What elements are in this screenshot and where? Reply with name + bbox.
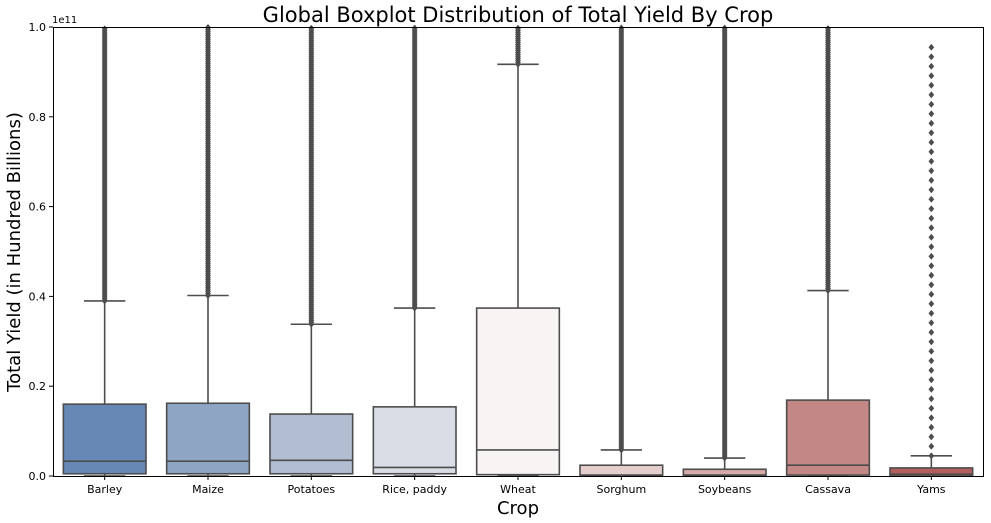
box-3 [269,413,354,475]
outlier-point [928,309,935,317]
outlier-point [928,167,935,175]
outlier-point [928,53,935,61]
outlier-point [928,186,935,194]
outlier-point [928,319,935,327]
x-axis-label: Crop [497,498,539,519]
box-5 [475,307,561,476]
x-tick-label: Barley [87,483,123,496]
x-tick-label: Rice, paddy [382,483,447,496]
outlier-point [928,423,935,431]
outlier-point [928,395,935,403]
chart-title: Global Boxplot Distribution of Total Yie… [263,3,774,27]
outlier-point [928,91,935,99]
outlier-point [928,271,935,279]
outlier-point [928,404,935,412]
y-tick-label: 0.8 [29,111,47,124]
outlier-point [928,100,935,108]
x-tick-label: Maize [192,483,224,496]
x-tick-label: Soybeans [698,483,752,496]
outlier-point [928,290,935,298]
outlier-point [928,262,935,270]
outlier-point [928,205,935,213]
outlier-point [928,157,935,165]
outlier-point [928,62,935,70]
outlier-point [928,433,935,441]
outlier-point [928,195,935,203]
x-tick-label: Sorghum [596,483,646,496]
box-4 [372,406,457,475]
outlier-point [928,243,935,251]
plot-frame [53,27,984,477]
outlier-point [928,233,935,241]
outlier-point [928,414,935,422]
outlier-point [928,72,935,80]
outlier-point [928,281,935,289]
x-tick-label: Wheat [500,483,536,496]
outlier-point [928,148,935,156]
outlier-point [928,328,935,336]
box-8 [785,399,871,476]
y-tick-label: 0.6 [29,201,47,214]
x-tick-label: Yams [916,483,946,496]
outlier-point [928,224,935,232]
y-tick-label: 1.0 [29,21,47,34]
outlier-point [928,376,935,384]
outlier-point [928,43,935,51]
outlier-point [928,357,935,365]
outlier-point [928,338,935,346]
outlier-point [928,81,935,89]
outlier-point [928,214,935,222]
y-tick-label: 0.4 [29,290,47,303]
outlier-point [928,110,935,118]
outlier-point [721,24,728,32]
outlier-point [928,119,935,127]
outlier-point [928,366,935,374]
outlier-point [928,252,935,260]
box-2 [165,402,251,475]
x-tick-label: Cassava [805,483,851,496]
y-tick-label: 0.0 [29,470,47,483]
y-tick-label: 0.2 [29,380,47,393]
outlier-point [928,442,935,450]
outlier-point [928,347,935,355]
outlier-point [928,300,935,308]
outlier-point [928,176,935,184]
y-axis-label: Total Yield (in Hundred Billions) [4,112,25,393]
plot-area: 0.0 0.2 0.4 0.6 0.8 1.0 Barley Maize Potatoes Ric… [29,21,974,496]
box-1 [62,403,147,475]
outlier-point [928,129,935,137]
x-tick-label: Potatoes [288,483,336,496]
y-offset-label: 1e11 [52,15,77,26]
outlier-point [928,138,935,146]
outlier-point [928,385,935,393]
